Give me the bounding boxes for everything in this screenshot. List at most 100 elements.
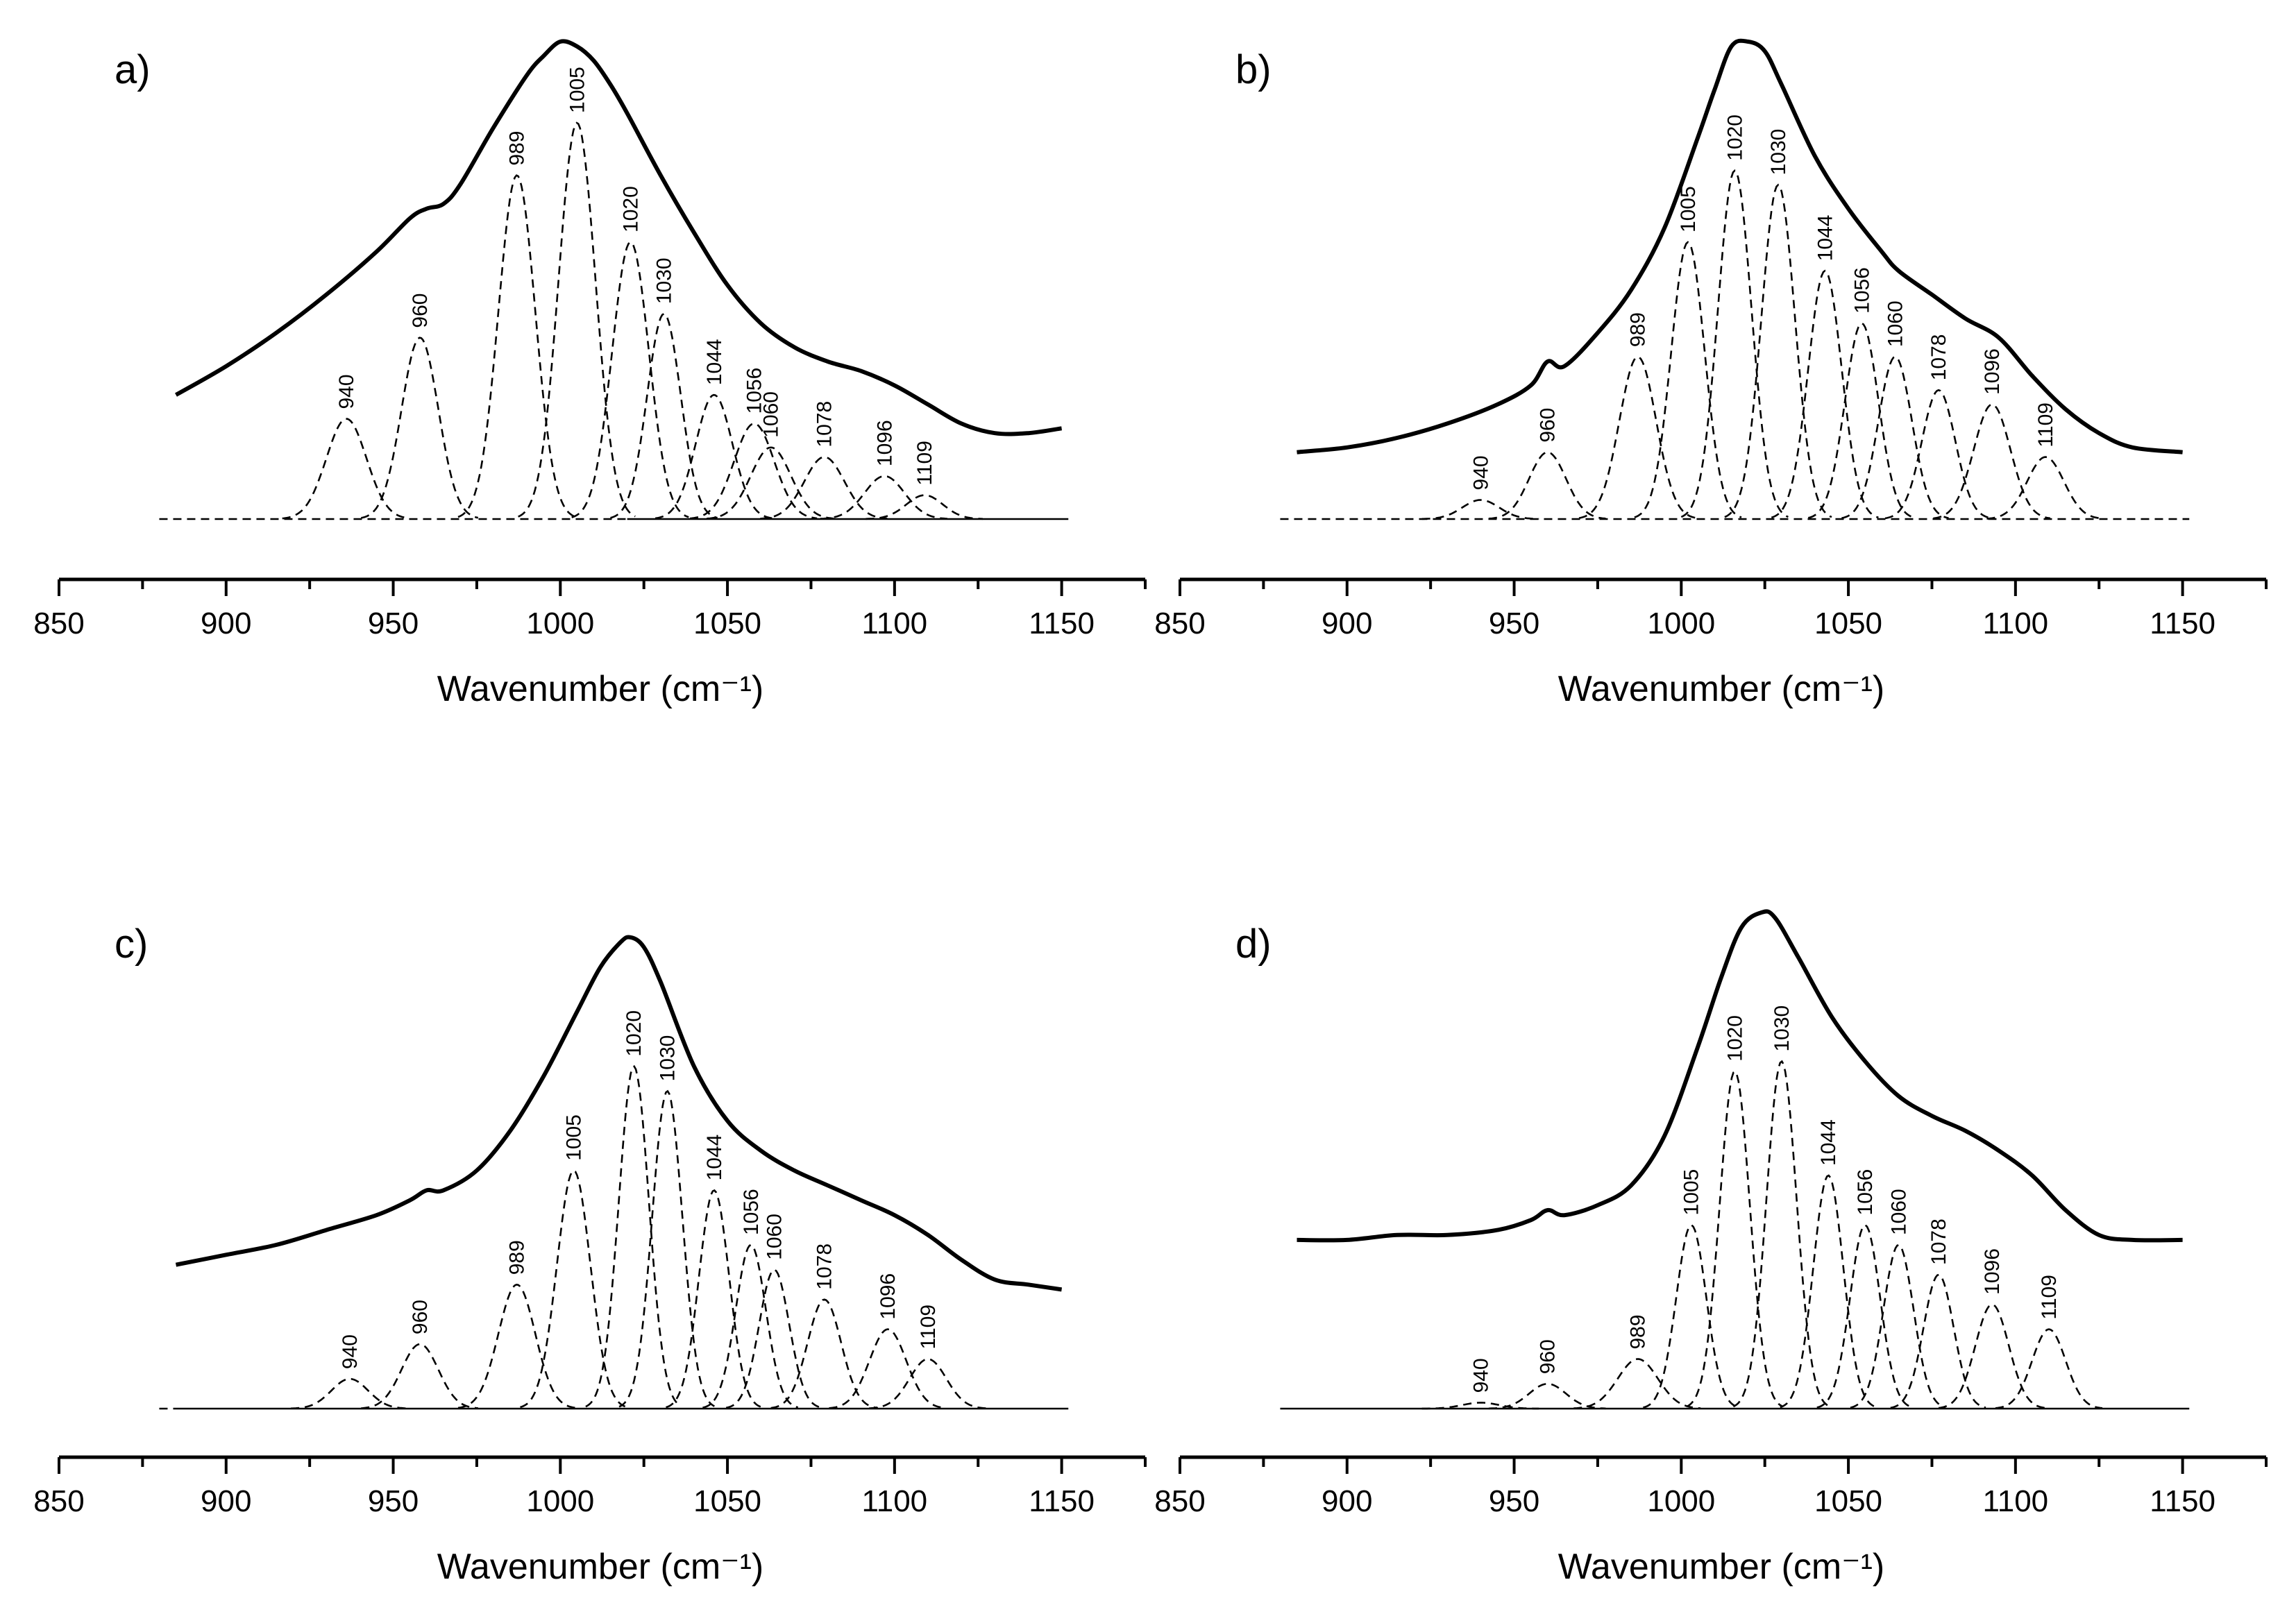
x-tick-label: 1100 <box>1983 1484 2049 1518</box>
component-band-940 <box>282 418 410 520</box>
component-band-1044 <box>1771 269 1879 519</box>
envelope-spectrum <box>1297 909 2183 1243</box>
peak-label-960: 960 <box>409 1300 432 1334</box>
peak-label-1020: 1020 <box>1723 114 1746 161</box>
x-tick-label: 900 <box>201 606 251 640</box>
peak-label-960: 960 <box>1537 1339 1560 1374</box>
component-band-960 <box>1488 451 1606 520</box>
x-tick-label: 850 <box>33 1484 84 1518</box>
component-band-1044 <box>666 1189 762 1409</box>
component-band-1005 <box>520 1169 627 1409</box>
x-tick-label: 1150 <box>2150 606 2215 640</box>
component-band-960 <box>361 1343 478 1409</box>
component-band-1056 <box>1816 1223 1913 1409</box>
peak-label-1096: 1096 <box>1981 348 2004 395</box>
peak-label-940: 940 <box>339 1334 362 1369</box>
component-band-1030 <box>618 1089 715 1408</box>
x-tick-label: 1000 <box>1647 606 1715 640</box>
component-band-1078 <box>1890 1273 1986 1409</box>
component-band-1060 <box>707 446 834 520</box>
peak-label-1060: 1060 <box>1887 1189 1910 1235</box>
peak-label-960: 960 <box>1537 408 1560 443</box>
peak-label-1096: 1096 <box>1981 1248 2004 1295</box>
component-band-960 <box>361 337 479 519</box>
component-band-1020 <box>1686 1069 1782 1408</box>
x-axis-title: Wavenumber (cm⁻¹) <box>1558 1547 1884 1587</box>
component-band-1005 <box>518 121 636 518</box>
peak-label-1078: 1078 <box>813 401 836 448</box>
component-band-989 <box>1573 1358 1701 1409</box>
peak-label-1078: 1078 <box>813 1243 836 1290</box>
x-tick-label: 950 <box>1489 606 1539 640</box>
x-tick-label: 1050 <box>693 606 761 640</box>
peak-label-1078: 1078 <box>1927 334 1950 380</box>
component-band-1060 <box>1841 355 1949 519</box>
peak-label-1096: 1096 <box>877 1273 900 1320</box>
x-tick-label: 1100 <box>862 606 928 640</box>
component-band-1096 <box>1938 1303 2046 1409</box>
component-band-1020 <box>585 1064 682 1408</box>
component-band-1056 <box>702 1243 799 1409</box>
peak-label-940: 940 <box>1469 1358 1492 1393</box>
x-tick-label: 850 <box>33 606 84 640</box>
peak-label-1044: 1044 <box>703 1135 726 1181</box>
peak-label-1044: 1044 <box>1817 1119 1840 1166</box>
x-tick-label: 950 <box>1489 1484 1539 1518</box>
component-band-1109 <box>1995 1328 2103 1409</box>
component-band-1109 <box>866 494 984 520</box>
x-tick-label: 1150 <box>1029 1484 1095 1518</box>
x-tick-label: 1050 <box>1814 606 1882 640</box>
peak-label-1060: 1060 <box>760 391 783 438</box>
component-band-1044 <box>655 393 773 520</box>
component-band-1030 <box>1732 1060 1830 1408</box>
peak-label-1056: 1056 <box>740 1189 763 1235</box>
peak-label-1005: 1005 <box>1680 1169 1703 1216</box>
peak-label-1056: 1056 <box>1854 1169 1877 1216</box>
peak-label-1060: 1060 <box>1884 300 1907 347</box>
component-band-1096 <box>829 1328 947 1409</box>
component-band-1078 <box>770 1298 879 1409</box>
peak-label-1109: 1109 <box>2038 1275 2061 1320</box>
peak-label-1030: 1030 <box>656 1035 679 1082</box>
peak-label-960: 960 <box>409 293 432 328</box>
x-tick-label: 1050 <box>1814 1484 1882 1518</box>
component-band-940 <box>1421 1402 1539 1410</box>
component-band-1060 <box>725 1268 822 1409</box>
component-band-940 <box>291 1377 408 1409</box>
component-band-1005 <box>1643 1223 1739 1409</box>
panel-label: d) <box>1235 922 1272 967</box>
peak-label-1078: 1078 <box>1927 1218 1950 1265</box>
peak-label-1056: 1056 <box>1850 267 1873 314</box>
panel-label: a) <box>115 47 151 92</box>
envelope-spectrum <box>175 935 1063 1292</box>
x-tick-label: 1100 <box>862 1484 928 1518</box>
component-band-1005 <box>1634 241 1742 518</box>
x-tick-label: 850 <box>1154 1484 1205 1518</box>
peak-label-1030: 1030 <box>1767 129 1790 176</box>
chart-panel-2: b) 940 960 989 1005 1020 1030 1044 1056 1060 1078 1… <box>1154 38 2268 709</box>
peak-label-1005: 1005 <box>1677 186 1700 232</box>
component-band-940 <box>1421 499 1539 520</box>
peak-label-989: 989 <box>1627 312 1650 347</box>
envelope-spectrum <box>175 39 1063 436</box>
component-band-1060 <box>1850 1243 1946 1409</box>
x-tick-label: 1150 <box>2150 1484 2215 1518</box>
x-axis-title: Wavenumber (cm⁻¹) <box>1558 669 1884 709</box>
x-tick-label: 900 <box>1322 1484 1372 1518</box>
x-tick-label: 1000 <box>526 1484 594 1518</box>
component-band-960 <box>1488 1383 1606 1410</box>
peak-label-1056: 1056 <box>743 368 766 414</box>
panel-label: c) <box>115 922 148 967</box>
x-axis-title: Wavenumber (cm⁻¹) <box>437 669 763 709</box>
component-band-1096 <box>820 475 947 520</box>
component-band-1030 <box>1724 183 1832 518</box>
component-band-1056 <box>1807 322 1916 519</box>
x-axis-title: Wavenumber (cm⁻¹) <box>437 1547 763 1587</box>
peak-label-1044: 1044 <box>703 339 726 385</box>
panel-label: b) <box>1235 47 1272 92</box>
peak-label-940: 940 <box>335 374 358 409</box>
peak-label-1005: 1005 <box>563 1114 586 1161</box>
peak-label-1044: 1044 <box>1814 214 1837 261</box>
